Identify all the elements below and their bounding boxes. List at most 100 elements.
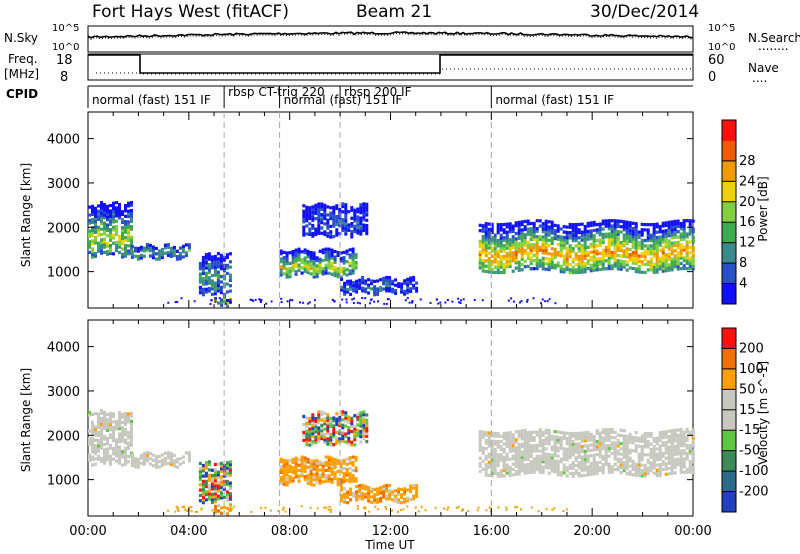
heatmap-cell [619, 243, 623, 247]
heatmap-cell [344, 205, 348, 209]
heatmap-cell [580, 444, 584, 448]
heatmap-cell [362, 207, 366, 211]
heatmap-cell [538, 460, 542, 464]
heatmap-cell [329, 211, 333, 215]
heatmap-cell [529, 261, 533, 265]
heatmap-cell [616, 232, 620, 236]
heatmap-cell [577, 260, 581, 264]
heatmap-cell [370, 279, 374, 283]
heatmap-cell [613, 444, 617, 448]
heatmap-cell [562, 235, 566, 239]
heatmap-cell [544, 267, 548, 271]
heatmap-cell [213, 492, 217, 496]
heatmap-cell [625, 239, 629, 243]
heatmap-cell [294, 475, 298, 479]
heatmap-cell [583, 224, 587, 229]
heatmap-cell [362, 218, 366, 222]
heatmap-cell [279, 481, 283, 485]
heatmap-cell [112, 207, 115, 211]
heatmap-cell [365, 202, 369, 206]
heatmap-cell [529, 460, 533, 464]
colorbar-tick-label: 100 [739, 362, 764, 377]
heatmap-cell [201, 282, 205, 286]
heatmap-cell [691, 256, 695, 260]
heatmap-cell [676, 457, 680, 461]
heatmap-cell [166, 451, 170, 455]
heatmap-cell [613, 462, 617, 466]
heatmap-cell [562, 259, 566, 263]
heatmap-cell [646, 223, 650, 227]
heatmap-cell [511, 229, 515, 233]
heatmap-cell [228, 289, 232, 293]
heatmap-cell [592, 255, 596, 259]
heatmap-cell [661, 462, 665, 466]
heatmap-cell [142, 254, 146, 258]
heatmap-cell [282, 266, 286, 270]
heatmap-cell [342, 474, 346, 478]
heatmap-cell [520, 239, 524, 243]
heatmap-cell [559, 446, 563, 451]
heatmap-cell [133, 457, 137, 461]
heatmap-cell [279, 468, 283, 472]
heatmap-cell [305, 232, 309, 236]
heatmap-cell [216, 462, 220, 466]
heatmap-cell [367, 291, 371, 295]
heatmap-cell [103, 410, 106, 415]
heatmap-cell [323, 411, 327, 415]
heatmap-cell [499, 469, 503, 473]
heatmap-cell [302, 209, 306, 213]
heatmap-cell [526, 439, 530, 443]
heatmap-cell [97, 209, 100, 213]
heatmap-cell [204, 277, 208, 281]
heatmap-cell [314, 227, 318, 231]
heatmap-cell [210, 484, 214, 488]
heatmap-cell [207, 494, 211, 499]
heatmap-cell [181, 460, 185, 464]
heatmap-cell [658, 267, 662, 271]
colorbar-swatch [722, 263, 736, 285]
heatmap-cell [580, 436, 584, 440]
heatmap-cell [348, 256, 352, 260]
heatmap-cell [127, 433, 130, 437]
heatmap-cell [520, 257, 524, 261]
heatmap-cell [106, 244, 109, 248]
heatmap-cell [652, 466, 656, 470]
heatmap-cell [670, 437, 674, 441]
heatmap-cell [163, 456, 167, 461]
heatmap-cell [318, 481, 322, 485]
heatmap-cell [130, 238, 133, 242]
heatmap-cell [181, 250, 185, 254]
heatmap-cell [490, 458, 494, 462]
heatmap-cell [514, 451, 518, 455]
heatmap-cell [350, 206, 354, 210]
heatmap-cell [485, 509, 488, 512]
heatmap-cell [358, 284, 362, 288]
heatmap-cell [228, 481, 232, 485]
heatmap-cell [312, 259, 316, 263]
heatmap-cell [356, 418, 360, 422]
heatmap-cell [100, 238, 103, 242]
heatmap-cell [103, 240, 106, 244]
heatmap-cell [213, 468, 217, 472]
heatmap-cell [166, 461, 170, 465]
heatmap-cell [550, 469, 554, 473]
heatmap-cell [514, 430, 518, 434]
heatmap-cell [553, 440, 557, 444]
heatmap-cell [499, 241, 503, 245]
heatmap-cell [181, 255, 185, 259]
heatmap-cell [358, 489, 362, 493]
heatmap-cell [535, 229, 539, 233]
heatmap-cell [100, 209, 103, 213]
heatmap-cell [353, 414, 357, 418]
power-colorbar-label: Power [dB] [756, 176, 770, 241]
heatmap-cell [91, 439, 94, 443]
heatmap-cell [280, 301, 283, 303]
heatmap-cell [118, 440, 121, 444]
heatmap-cell [616, 248, 620, 252]
heatmap-cell [676, 449, 680, 453]
heatmap-cell [517, 469, 521, 473]
heatmap-cell [517, 461, 521, 465]
heatmap-cell [643, 439, 647, 444]
heatmap-cell [595, 445, 599, 449]
heatmap-cell [216, 486, 220, 490]
